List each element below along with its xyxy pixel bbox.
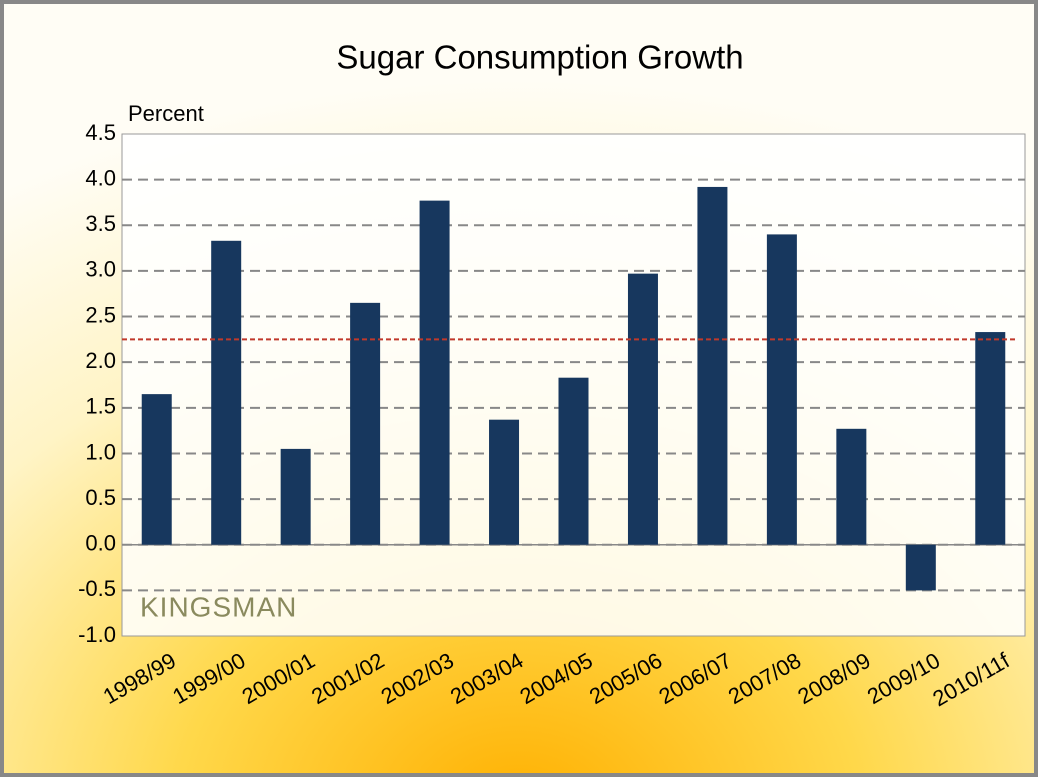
y-tick-label: 2.0 bbox=[85, 348, 116, 373]
y-tick-label: 0.5 bbox=[85, 485, 116, 510]
y-tick-label: 0.0 bbox=[85, 531, 116, 556]
y-tick-label: 1.5 bbox=[85, 394, 116, 419]
chart-title: Sugar Consumption Growth bbox=[336, 39, 743, 76]
bar bbox=[697, 186, 728, 545]
bar bbox=[975, 332, 1006, 545]
y-tick-label: 2.5 bbox=[85, 302, 116, 327]
bar bbox=[141, 394, 172, 545]
bar bbox=[280, 448, 311, 545]
bar bbox=[419, 200, 450, 545]
bar bbox=[350, 302, 381, 545]
bar bbox=[766, 234, 797, 545]
y-tick-label: 4.5 bbox=[85, 120, 116, 145]
y-tick-label: 1.0 bbox=[85, 439, 116, 464]
bar bbox=[836, 428, 867, 545]
y-tick-label: -0.5 bbox=[78, 576, 116, 601]
bar bbox=[905, 544, 936, 591]
y-tick-label: 3.0 bbox=[85, 257, 116, 282]
y-tick-label: -1.0 bbox=[78, 622, 116, 647]
bar bbox=[627, 273, 658, 545]
watermark: KINGSMAN bbox=[140, 591, 297, 622]
y-axis-label: Percent bbox=[128, 101, 204, 126]
bar bbox=[558, 377, 589, 545]
bar bbox=[489, 419, 520, 545]
y-tick-label: 3.5 bbox=[85, 211, 116, 236]
y-tick-label: 4.0 bbox=[85, 165, 116, 190]
bar bbox=[211, 240, 242, 545]
